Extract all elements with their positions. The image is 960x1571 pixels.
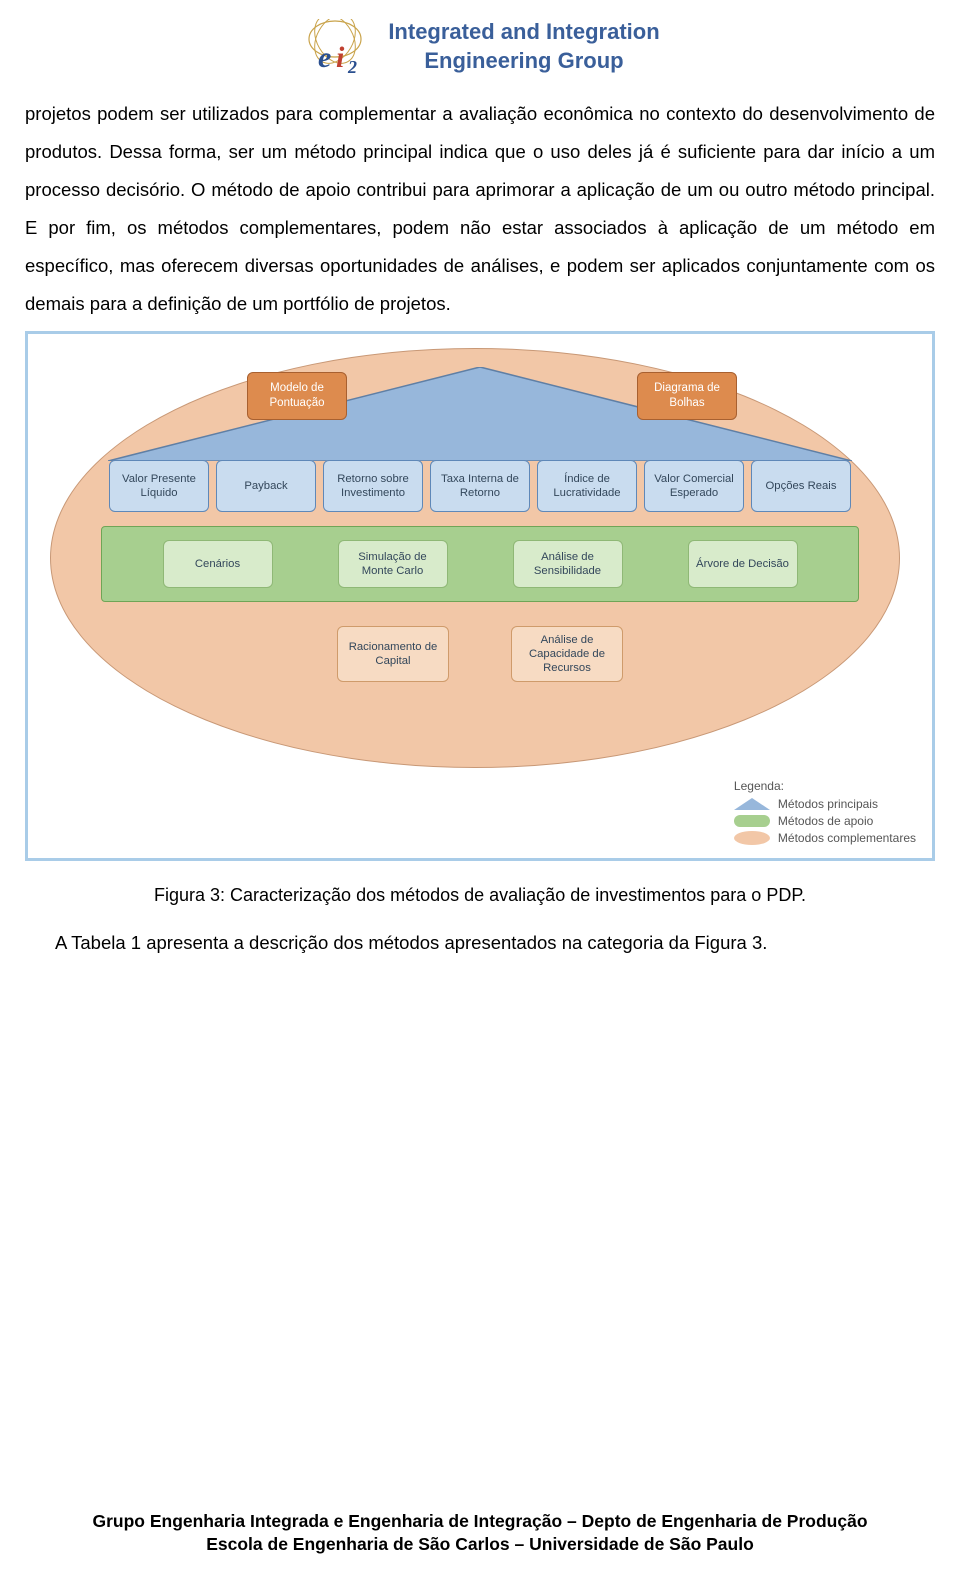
- after-caption-text: A Tabela 1 apresenta a descrição dos mét…: [0, 906, 960, 954]
- header-title-line2: Engineering Group: [388, 47, 659, 76]
- swatch-rect-icon: [734, 815, 770, 827]
- box-cenarios: Cenários: [163, 540, 273, 588]
- box-racionamento-capital: Racionamento de Capital: [337, 626, 449, 682]
- diagram-frame: Modelo de Pontuação Diagrama de Bolhas V…: [25, 331, 935, 861]
- legend-label-principais: Métodos principais: [778, 797, 878, 811]
- legend-label-apoio: Métodos de apoio: [778, 814, 873, 828]
- swatch-triangle-icon: [734, 798, 770, 810]
- complementary-row: Racionamento de Capital Análise de Capac…: [337, 626, 623, 682]
- support-band: Cenários Simulação de Monte Carlo Anális…: [101, 526, 859, 602]
- box-capacidade-recursos: Análise de Capacidade de Recursos: [511, 626, 623, 682]
- page-header: e i 2 Integrated and Integration Enginee…: [0, 0, 960, 85]
- legend-row-complementares: Métodos complementares: [734, 831, 916, 845]
- legend-title: Legenda:: [734, 779, 916, 793]
- svg-text:i: i: [336, 41, 345, 74]
- top-box-modelo-pontuacao: Modelo de Pontuação: [247, 372, 347, 420]
- header-title-line1: Integrated and Integration: [388, 18, 659, 47]
- svg-text:2: 2: [347, 57, 357, 75]
- box-lucratividade: Índice de Lucratividade: [537, 460, 637, 512]
- box-monte-carlo: Simulação de Monte Carlo: [338, 540, 448, 588]
- legend: Legenda: Métodos principais Métodos de a…: [734, 779, 916, 848]
- box-roi: Retorno sobre Investimento: [323, 460, 423, 512]
- top-boxes-row: Modelo de Pontuação Diagrama de Bolhas: [40, 372, 944, 420]
- body-paragraph: projetos podem ser utilizados para compl…: [0, 85, 960, 323]
- svg-text:e: e: [318, 41, 331, 74]
- logo-icon: e i 2: [300, 19, 370, 75]
- figure-caption: Figura 3: Caracterização dos métodos de …: [0, 885, 960, 906]
- top-box-diagrama-bolhas: Diagrama de Bolhas: [637, 372, 737, 420]
- box-vpl: Valor Presente Líquido: [109, 460, 209, 512]
- legend-row-principais: Métodos principais: [734, 797, 916, 811]
- box-opcoes-reais: Opções Reais: [751, 460, 851, 512]
- page-footer: Grupo Engenharia Integrada e Engenharia …: [0, 1510, 960, 1557]
- box-sensibilidade: Análise de Sensibilidade: [513, 540, 623, 588]
- box-tir: Taxa Interna de Retorno: [430, 460, 530, 512]
- box-arvore-decisao: Árvore de Decisão: [688, 540, 798, 588]
- legend-row-apoio: Métodos de apoio: [734, 814, 916, 828]
- legend-label-complementares: Métodos complementares: [778, 831, 916, 845]
- box-vce: Valor Comercial Esperado: [644, 460, 744, 512]
- box-payback: Payback: [216, 460, 316, 512]
- header-title: Integrated and Integration Engineering G…: [388, 18, 659, 75]
- footer-line1: Grupo Engenharia Integrada e Engenharia …: [0, 1510, 960, 1534]
- swatch-ellipse-icon: [734, 831, 770, 845]
- principal-row: Valor Presente Líquido Payback Retorno s…: [109, 460, 851, 512]
- footer-line2: Escola de Engenharia de São Carlos – Uni…: [0, 1533, 960, 1557]
